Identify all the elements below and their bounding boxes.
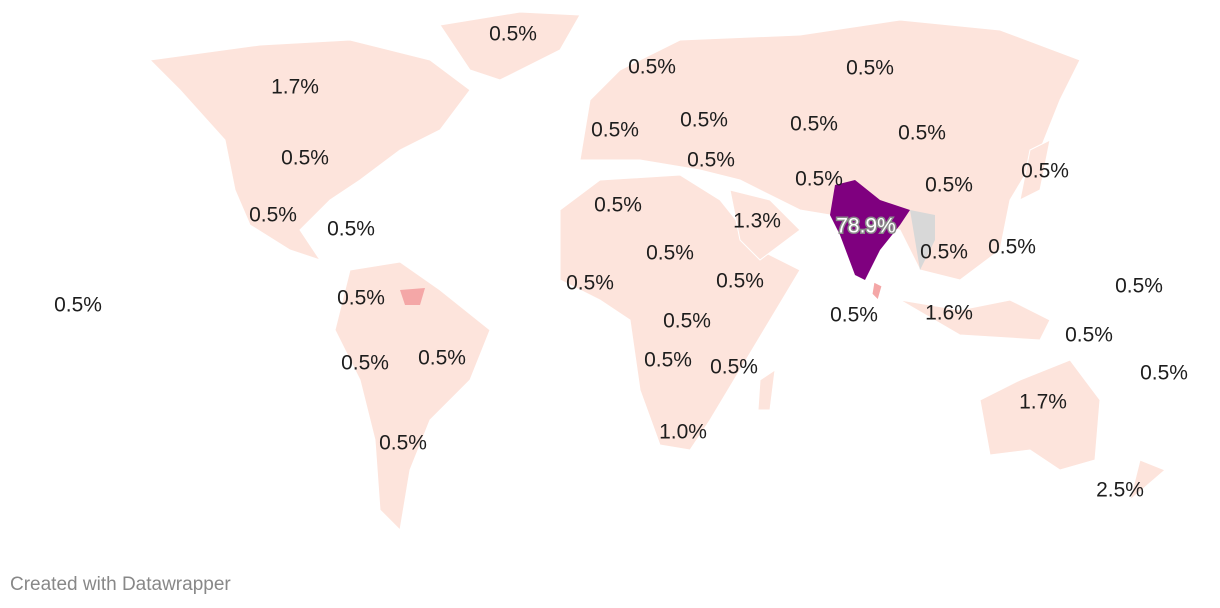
region-label: 0.5% (1021, 160, 1069, 183)
region-label: 0.5% (646, 242, 694, 265)
region-label: 0.5% (790, 113, 838, 136)
greenland (439, 11, 581, 81)
region-label: 0.5% (663, 310, 711, 333)
indonesia (899, 299, 1051, 341)
region-label: 0.5% (594, 194, 642, 217)
region-label: 0.5% (687, 149, 735, 172)
region-label: 0.5% (591, 119, 639, 142)
region-label: 1.7% (1019, 391, 1067, 414)
landmasses (148, 11, 1166, 532)
region-label: 0.5% (337, 287, 385, 310)
region-label: 1.7% (271, 76, 319, 99)
region-label: 1.0% (659, 421, 707, 444)
region-label: 1.3% (733, 210, 781, 233)
arabia (729, 189, 801, 261)
region-label: 0.5% (920, 241, 968, 264)
footer-credit: Created with Datawrapper (10, 574, 231, 595)
region-label: 0.5% (898, 122, 946, 145)
region-label: 0.5% (795, 168, 843, 191)
region-label: 0.5% (988, 236, 1036, 259)
labels: 0.5% 1.7% 0.5% 0.5% 0.5% 0.5% 0.5% 0.5% … (54, 23, 1188, 502)
africa (559, 174, 801, 451)
madagascar (757, 368, 776, 411)
region-label: 0.5% (1065, 324, 1113, 347)
region-label: 0.5% (489, 23, 537, 46)
region-label: 0.5% (54, 294, 102, 317)
region-label: 0.5% (716, 270, 764, 293)
region-label: 0.5% (1115, 275, 1163, 298)
region-label: 0.5% (281, 147, 329, 170)
region-label: 0.5% (1140, 362, 1188, 385)
south-america (334, 261, 491, 532)
guyana (400, 288, 425, 305)
region-label: 0.5% (327, 218, 375, 241)
new-zealand (1129, 459, 1166, 502)
sri-lanka (871, 281, 883, 301)
region-label: 0.5% (628, 56, 676, 79)
region-label: 1.6% (925, 302, 973, 325)
region-label: 0.5% (846, 57, 894, 80)
india (830, 180, 910, 280)
myanmar (910, 210, 935, 270)
region-label: 2.5% (1096, 479, 1144, 502)
region-label: 0.5% (566, 272, 614, 295)
north-america (148, 39, 471, 261)
australia (979, 359, 1101, 471)
region-label: 0.5% (925, 174, 973, 197)
eurasia (579, 19, 1081, 281)
japan (1019, 139, 1051, 201)
region-label: 0.5% (249, 204, 297, 227)
region-label: 0.5% (379, 432, 427, 455)
region-label: 0.5% (680, 109, 728, 132)
region-label: 0.5% (830, 304, 878, 327)
region-label: 0.5% (710, 356, 758, 379)
region-label: 0.5% (418, 347, 466, 370)
region-label: 0.5% (644, 349, 692, 372)
region-label: 0.5% (341, 352, 389, 375)
region-label: 78.9% (836, 215, 896, 238)
